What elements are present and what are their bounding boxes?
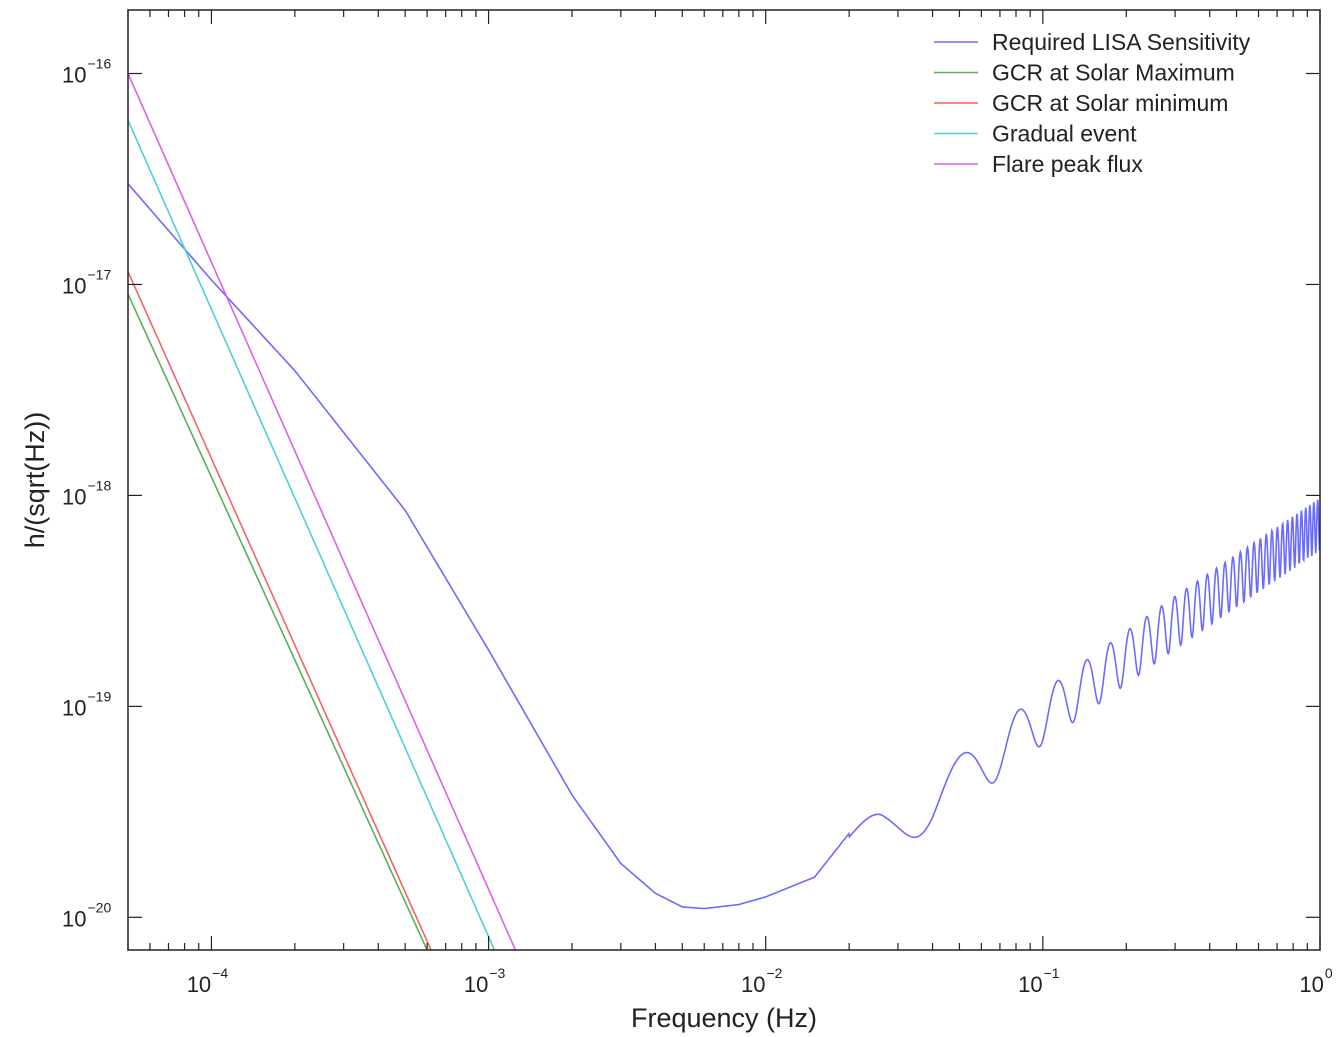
y-tick-label: 10−17 xyxy=(62,266,111,298)
y-tick-label: 10−19 xyxy=(62,688,111,720)
x-tick-label: 10−1 xyxy=(1018,965,1060,997)
y-axis-label: h/(sqrt(Hz)) xyxy=(20,412,50,549)
series-line-3 xyxy=(128,119,496,950)
ticks-layer xyxy=(127,10,1321,950)
series-layer xyxy=(128,73,1320,950)
legend-label: GCR at Solar Maximum xyxy=(992,60,1235,86)
plot-background xyxy=(128,10,1320,950)
x-tick-label: 10−3 xyxy=(464,965,506,997)
legend-label: Gradual event xyxy=(992,121,1137,147)
series-line-0 xyxy=(128,183,1320,910)
x-tick-label: 100 xyxy=(1299,965,1332,997)
legend-label: Required LISA Sensitivity xyxy=(992,29,1251,55)
y-tick-label: 10−20 xyxy=(62,899,111,931)
plot-frame xyxy=(127,9,1321,951)
legend: Required LISA Sensitivity GCR at Solar Ma… xyxy=(934,29,1251,177)
series-line-4 xyxy=(128,73,517,950)
x-tick-label: 10−4 xyxy=(187,965,229,997)
y-tick-label: 10−16 xyxy=(62,56,111,88)
x-tick-label: 10−2 xyxy=(741,965,783,997)
y-tick-label: 10−18 xyxy=(62,477,111,509)
series-line-1 xyxy=(128,293,428,950)
x-axis-label: Frequency (Hz) xyxy=(631,1003,817,1033)
legend-label: Flare peak flux xyxy=(992,151,1143,177)
legend-label: GCR at Solar minimum xyxy=(992,90,1228,116)
series-line-2 xyxy=(128,271,432,950)
